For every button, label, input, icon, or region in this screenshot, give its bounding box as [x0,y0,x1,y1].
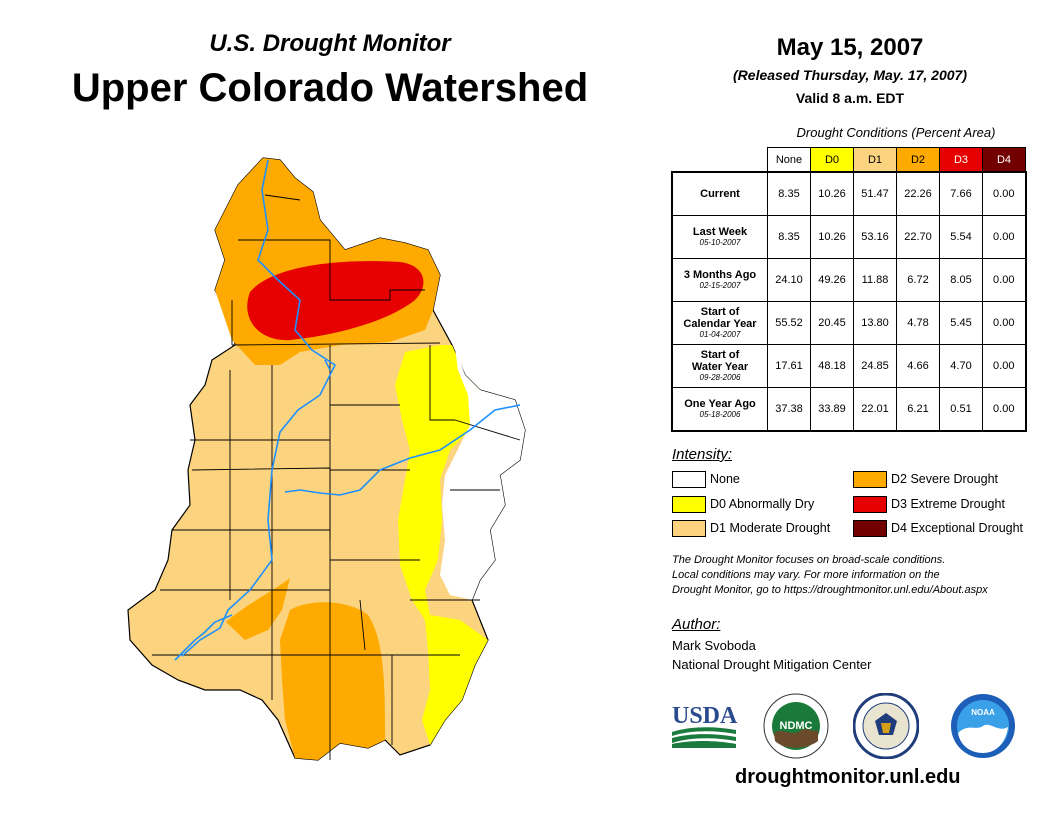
col-header-d3: D3 [939,147,983,173]
table-cell: 10.26 [810,215,854,259]
table-cell: 13.80 [853,301,897,345]
department-of-commerce-seal [853,693,919,759]
row-label: Last Week 05-10-2007 [671,215,768,259]
table-cell: 49.26 [810,258,854,302]
d2-region-southwest [226,578,290,640]
county-boundaries [152,194,521,760]
table-row: Start of Water Year 09-28-2006 17.61 48.18… [671,344,1027,388]
svg-text:NOAA: NOAA [971,708,995,717]
table-row: Last Week 05-10-2007 8.35 10.26 53.16 22.… [671,215,1027,259]
d2-region-south [280,602,385,760]
ndmc-logo: NDMC [763,693,829,759]
table-cell: 51.47 [853,171,897,216]
row-label: One Year Ago 05-18-2006 [671,387,768,432]
table-cell: 0.00 [982,301,1027,345]
valid-time: Valid 8 a.m. EDT [795,90,905,106]
col-header-d4: D4 [982,147,1026,173]
table-cell: 7.66 [939,171,983,216]
table-cell: 0.00 [982,258,1027,302]
usda-logo: USDA [672,703,738,748]
table-cell: 55.52 [767,301,811,345]
author-name: Mark Svoboda [672,638,756,653]
none-region-east [440,348,525,600]
table-cell: 10.26 [810,171,854,216]
table-cell: 11.88 [853,258,897,302]
legend-title: Intensity: [672,446,733,463]
table-cell: 4.78 [896,301,940,345]
table-cell: 0.00 [982,215,1027,259]
colorado-river [174,159,521,661]
table-caption: Drought Conditions (Percent Area) [796,125,996,140]
release-date: (Released Thursday, May. 17, 2007) [733,67,967,83]
drought-conditions-table: None D0 D1 D2 D3 D4 Current 8.35 10.26 5… [671,147,1027,432]
svg-text:USDA: USDA [672,703,738,729]
table-cell: 37.38 [767,387,811,432]
author-org: National Drought Mitigation Center [672,657,872,672]
table-cell: 0.00 [982,171,1027,216]
map-subtitle: U.S. Drought Monitor [209,30,451,57]
row-label: 3 Months Ago 02-15-2007 [671,258,768,302]
table-row: 3 Months Ago 02-15-2007 24.10 49.26 11.88… [671,258,1027,302]
svg-text:NDMC: NDMC [780,720,813,732]
legend-swatch [672,520,706,537]
table-cell: 4.66 [896,344,940,388]
table-cell: 22.01 [853,387,897,432]
table-cell: 24.10 [767,258,811,302]
table-cell: 8.35 [767,171,811,216]
table-cell: 0.00 [982,387,1027,432]
legend-swatch [672,496,706,513]
map-date: May 15, 2007 [776,34,924,61]
row-label: Start of Calendar Year 01-04-2007 [671,301,768,345]
table-cell: 24.85 [853,344,897,388]
col-header-none: None [767,147,811,173]
table-cell: 5.45 [939,301,983,345]
legend-swatch [672,471,706,488]
drought-map [127,157,526,761]
table-cell: 20.45 [810,301,854,345]
website-link[interactable]: droughtmonitor.unl.edu [735,766,961,788]
row-label: Start of Water Year 09-28-2006 [671,344,768,388]
table-cell: 48.18 [810,344,854,388]
table-cell: 0.51 [939,387,983,432]
table-cell: 4.70 [939,344,983,388]
table-row: One Year Ago 05-18-2006 37.38 33.89 22.01… [671,387,1027,432]
col-header-d0: D0 [810,147,854,173]
author-title: Author: [672,616,721,633]
row-label: Current [671,171,768,216]
legend-swatch [853,496,887,513]
table-cell: 0.00 [982,344,1027,388]
d3-region [247,261,424,341]
col-header-d2: D2 [896,147,940,173]
map-title: Upper Colorado Watershed [71,66,589,110]
legend-swatch [853,471,887,488]
table-cell: 33.89 [810,387,854,432]
table-row: Current 8.35 10.26 51.47 22.26 7.66 0.00 [671,171,1027,216]
table-cell: 22.26 [896,171,940,216]
table-cell: 5.54 [939,215,983,259]
table-cell: 8.05 [939,258,983,302]
table-cell: 6.21 [896,387,940,432]
table-cell: 53.16 [853,215,897,259]
noaa-logo: NOAA [951,694,1015,758]
drought-monitor-note: The Drought Monitor focuses on broad-sca… [672,554,988,596]
legend-swatch [853,520,887,537]
col-header-d1: D1 [853,147,897,173]
table-cell: 17.61 [767,344,811,388]
table-cell: 8.35 [767,215,811,259]
table-row: Start of Calendar Year 01-04-2007 55.52 20… [671,301,1027,345]
table-cell: 22.70 [896,215,940,259]
table-cell: 6.72 [896,258,940,302]
d0-region-east [395,345,488,745]
